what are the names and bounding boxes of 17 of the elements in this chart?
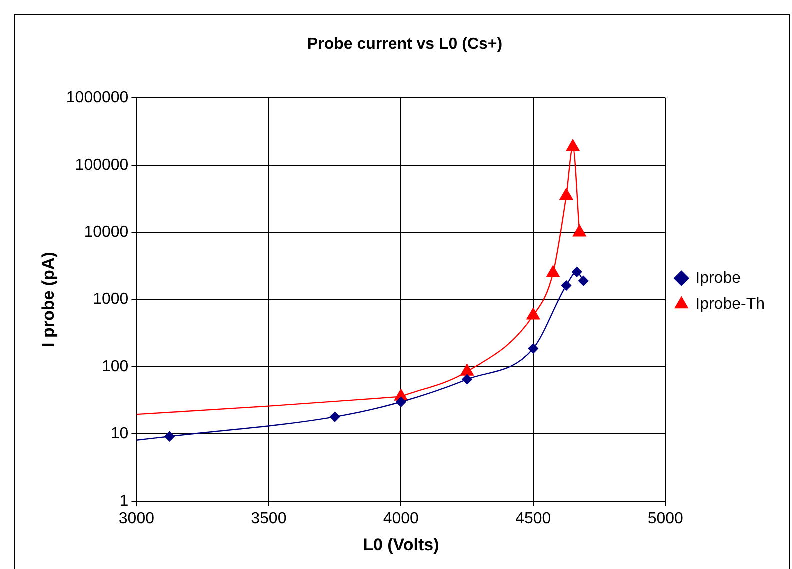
x-tick-label: 3000 — [118, 510, 155, 528]
x-tick-label: 5000 — [648, 510, 684, 528]
legend-label: Iprobe — [696, 270, 742, 287]
x-tick-label: 4500 — [516, 510, 552, 528]
x-axis-title: L0 (Volts) — [363, 535, 440, 554]
y-tick-label: 1 — [120, 492, 129, 510]
y-axis-title: I probe (pA) — [38, 252, 58, 348]
y-tick-label: 100 — [102, 358, 129, 376]
y-tick-label: 10 — [110, 426, 129, 443]
y-tick-label: 1000000 — [66, 90, 129, 107]
legend-label: Iprobe-Th — [696, 296, 766, 313]
y-tick-label: 10000 — [84, 224, 129, 242]
x-tick-label: 3500 — [251, 510, 287, 528]
x-tick-label: 4000 — [383, 510, 420, 528]
y-tick-label: 100000 — [75, 156, 129, 174]
y-tick-label: 1000 — [93, 291, 129, 308]
chart-title: Probe current vs L0 (Cs+) — [307, 36, 503, 54]
